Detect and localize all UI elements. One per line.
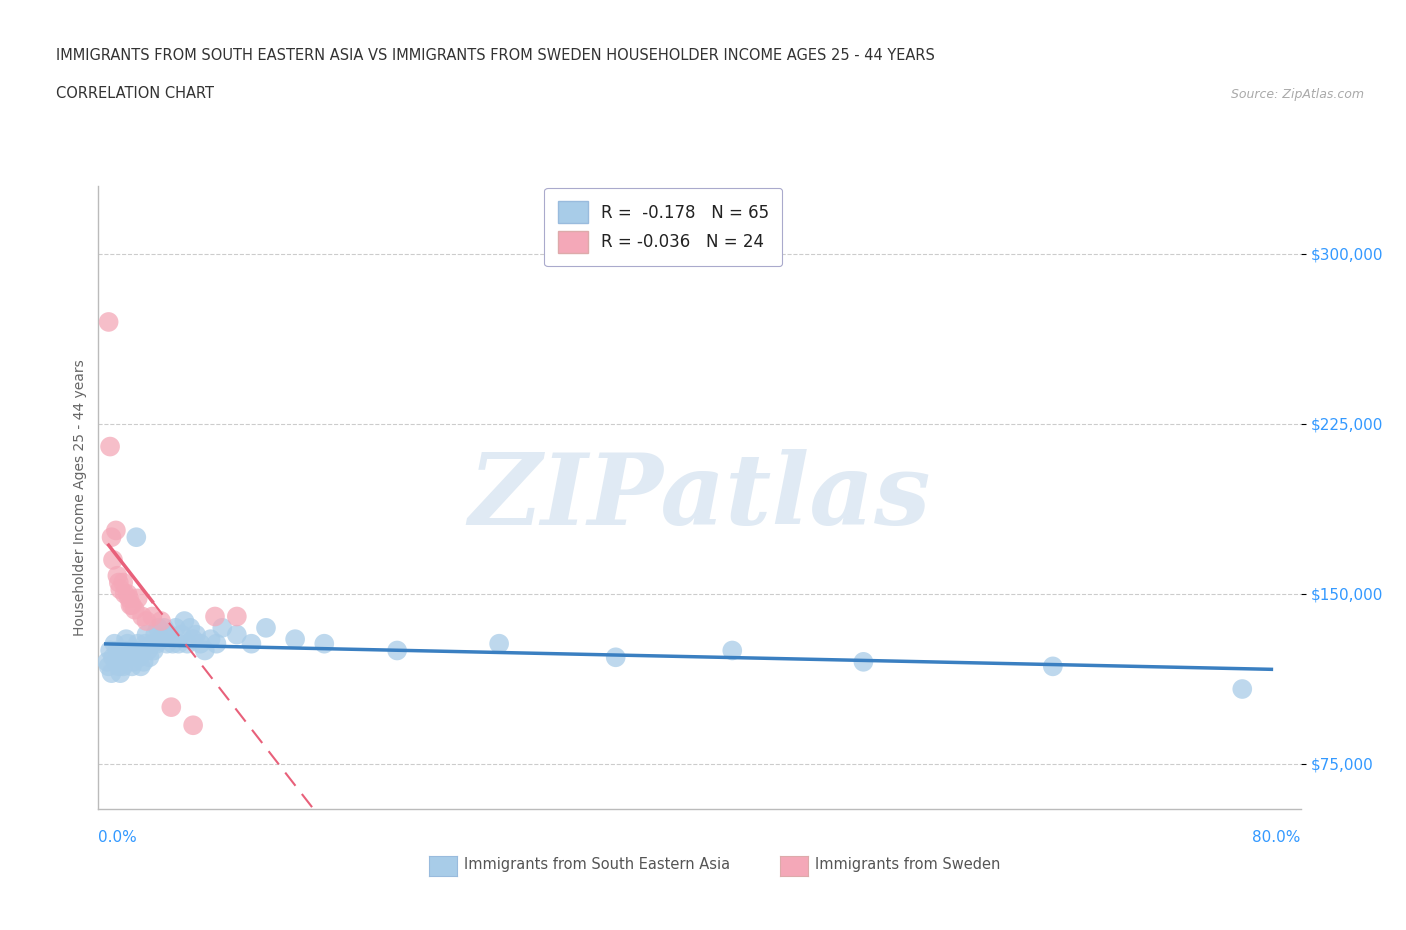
- Point: [98, 439, 121, 454]
- Point: [131, 609, 153, 624]
- Point: [165, 620, 187, 635]
- Point: [240, 636, 263, 651]
- Point: [124, 643, 146, 658]
- Point: [159, 627, 181, 642]
- Point: [170, 627, 193, 642]
- Point: [162, 636, 184, 651]
- Point: [114, 587, 136, 602]
- Point: [1232, 682, 1254, 697]
- Point: [205, 636, 228, 651]
- Point: [120, 643, 142, 658]
- Point: [104, 523, 127, 538]
- Point: [101, 650, 124, 665]
- Point: [181, 631, 204, 646]
- Point: [110, 582, 132, 597]
- Point: [128, 650, 150, 665]
- Point: [129, 659, 152, 674]
- Point: [115, 631, 138, 646]
- Point: [143, 627, 166, 642]
- Point: [160, 699, 183, 714]
- Point: [284, 631, 307, 646]
- Point: [105, 568, 128, 583]
- Point: [254, 620, 277, 635]
- Point: [118, 591, 141, 605]
- Point: [112, 575, 135, 590]
- Text: Immigrants from Sweden: Immigrants from Sweden: [815, 857, 1001, 871]
- Point: [100, 666, 122, 681]
- Point: [141, 609, 163, 624]
- Point: [112, 659, 135, 674]
- Text: ZIPatlas: ZIPatlas: [468, 449, 931, 546]
- Point: [111, 650, 134, 665]
- Point: [194, 643, 217, 658]
- Point: [100, 530, 122, 545]
- Point: [488, 636, 510, 651]
- Point: [150, 631, 173, 646]
- Text: CORRELATION CHART: CORRELATION CHART: [56, 86, 214, 100]
- Point: [105, 643, 128, 658]
- Point: [852, 655, 875, 670]
- Point: [104, 655, 127, 670]
- Point: [127, 591, 149, 605]
- Point: [173, 614, 195, 629]
- Point: [101, 552, 124, 567]
- Point: [150, 614, 173, 629]
- Point: [127, 636, 149, 651]
- Point: [211, 620, 233, 635]
- Point: [605, 650, 627, 665]
- Text: Immigrants from South Eastern Asia: Immigrants from South Eastern Asia: [464, 857, 730, 871]
- Point: [1042, 659, 1064, 674]
- Point: [225, 609, 247, 624]
- Point: [135, 614, 157, 629]
- Point: [179, 620, 201, 635]
- Point: [181, 718, 204, 733]
- Text: 80.0%: 80.0%: [1253, 830, 1301, 844]
- Point: [118, 650, 141, 665]
- Point: [97, 659, 120, 674]
- Y-axis label: Householder Income Ages 25 - 44 years: Householder Income Ages 25 - 44 years: [73, 359, 87, 636]
- Point: [135, 627, 157, 642]
- Point: [146, 620, 169, 635]
- Point: [103, 636, 125, 651]
- Point: [141, 636, 163, 651]
- Point: [225, 627, 247, 642]
- Point: [121, 659, 143, 674]
- Point: [117, 636, 139, 651]
- Text: IMMIGRANTS FROM SOUTH EASTERN ASIA VS IMMIGRANTS FROM SWEDEN HOUSEHOLDER INCOME : IMMIGRANTS FROM SOUTH EASTERN ASIA VS IM…: [56, 48, 935, 63]
- Point: [131, 643, 153, 658]
- Point: [145, 636, 167, 651]
- Point: [176, 636, 198, 651]
- Point: [108, 575, 131, 590]
- Point: [314, 636, 336, 651]
- Point: [122, 655, 145, 670]
- Point: [156, 636, 179, 651]
- Point: [96, 655, 118, 670]
- Point: [124, 603, 146, 618]
- Legend: R =  -0.178   N = 65, R = -0.036   N = 24: R = -0.178 N = 65, R = -0.036 N = 24: [544, 188, 783, 266]
- Point: [142, 643, 165, 658]
- Point: [125, 530, 148, 545]
- Point: [121, 598, 143, 613]
- Point: [167, 636, 190, 651]
- Point: [110, 666, 132, 681]
- Point: [120, 598, 142, 613]
- Point: [385, 643, 408, 658]
- Point: [114, 643, 136, 658]
- Point: [134, 636, 156, 651]
- Point: [132, 655, 155, 670]
- Point: [108, 659, 131, 674]
- Point: [138, 650, 160, 665]
- Point: [117, 587, 139, 602]
- Point: [200, 631, 222, 646]
- Point: [97, 314, 120, 329]
- Point: [204, 609, 226, 624]
- Point: [136, 643, 159, 658]
- Point: [190, 636, 212, 651]
- Point: [153, 620, 176, 635]
- Point: [184, 627, 207, 642]
- Text: 0.0%: 0.0%: [98, 830, 138, 844]
- Point: [721, 643, 744, 658]
- Text: Source: ZipAtlas.com: Source: ZipAtlas.com: [1230, 87, 1364, 100]
- Point: [98, 643, 121, 658]
